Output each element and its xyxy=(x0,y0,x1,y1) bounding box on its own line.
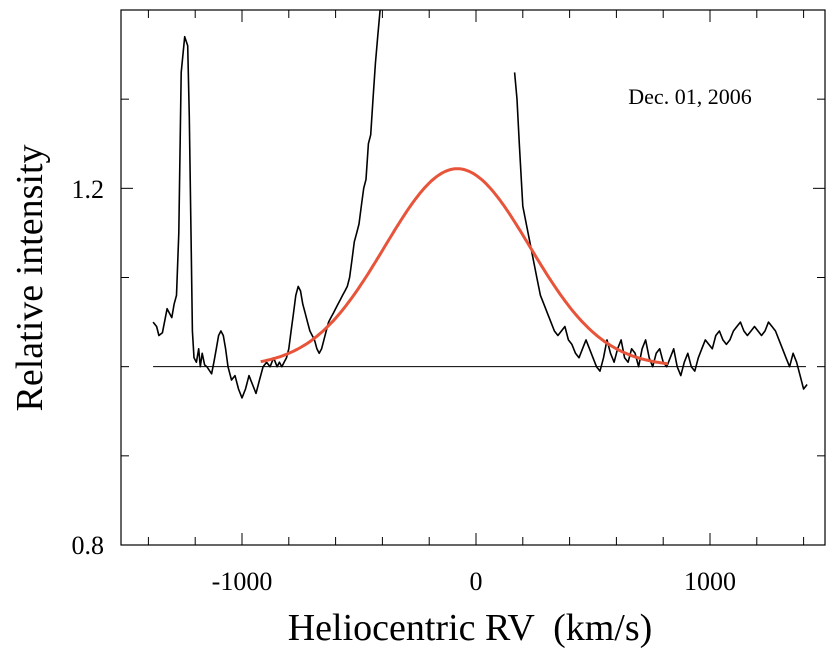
plot-area xyxy=(152,10,808,399)
x-tick-labels: -1000 0 1000 xyxy=(212,567,736,596)
x-tick-label: -1000 xyxy=(212,567,273,596)
x-tick-label: 0 xyxy=(470,567,483,596)
x-tick-label: 1000 xyxy=(684,567,736,596)
y-tick-labels: 0.8 1.2 xyxy=(72,175,105,560)
ticks xyxy=(121,9,825,546)
date-annotation: Dec. 01, 2006 xyxy=(628,84,751,109)
spectrum-line xyxy=(152,10,381,399)
y-tick-label: 1.2 xyxy=(72,175,105,204)
spectrum-line xyxy=(513,72,808,390)
y-axis-title: Relative intensity xyxy=(9,144,51,411)
y-tick-label: 0.8 xyxy=(72,531,105,560)
gaussian-fit-line xyxy=(260,167,669,366)
x-axis-title: Heliocentric RV (km/s) xyxy=(288,607,653,649)
